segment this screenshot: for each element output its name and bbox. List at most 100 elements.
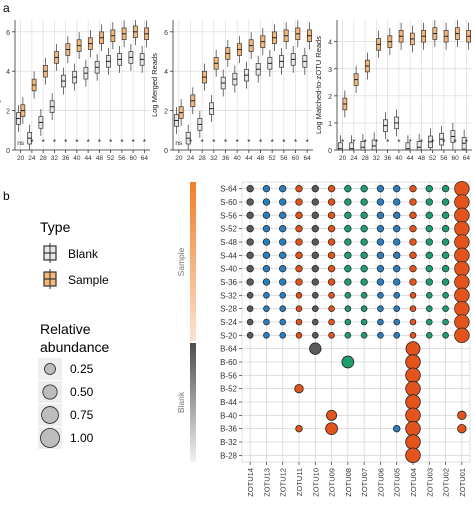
significance-label: *: [120, 138, 123, 147]
plot-area: [173, 20, 313, 150]
sample-dot: [246, 318, 254, 326]
significance-label: *: [201, 138, 204, 147]
sample-dot: [312, 292, 319, 299]
blank-dot: [405, 367, 421, 384]
sample-dot: [360, 278, 368, 286]
sample-dot: [454, 300, 470, 317]
x-tick-label: 52: [107, 155, 115, 162]
x-tick-label: 20: [339, 155, 347, 162]
sample-dot: [393, 211, 401, 220]
sample-dot: [360, 264, 368, 273]
x-tick-label: 60: [452, 155, 460, 162]
sample-dot: [441, 238, 450, 246]
significance-label: *: [294, 138, 297, 147]
sample-dot: [393, 251, 401, 260]
y-axis-label: Log Merged Reads: [150, 53, 159, 117]
significance-label: *: [352, 138, 355, 147]
blank-dot: [405, 380, 421, 397]
sample-dot: [377, 318, 384, 326]
significance-label: *: [212, 138, 215, 147]
significance-label: *: [189, 138, 192, 147]
significance-label: *: [87, 138, 90, 147]
sample-dot: [393, 198, 401, 206]
sample-dot: [262, 211, 271, 220]
blank-dot: [405, 394, 421, 410]
legend-size-label: 0.50: [70, 385, 94, 399]
sample-dot: [295, 278, 303, 286]
significance-label: *: [64, 138, 67, 147]
sample-dot: [279, 318, 286, 326]
sample-dot: [441, 224, 450, 233]
dot-row-label: S-44: [220, 251, 237, 260]
sample-dot: [295, 184, 303, 193]
sample-dot: [344, 224, 352, 233]
sample-dot: [246, 305, 254, 312]
significance-label: ns: [17, 140, 25, 147]
dot-row-label: B-44: [220, 398, 237, 407]
sample-dot: [360, 305, 368, 312]
sample-dot: [279, 211, 287, 220]
sample-dot: [426, 305, 433, 312]
sample-dot: [409, 278, 417, 286]
sample-dot: [262, 238, 271, 246]
sample-dot: [311, 251, 319, 260]
sample-dot: [246, 292, 254, 299]
sample-dot: [393, 292, 400, 299]
blank-dot: [457, 410, 467, 421]
sample-dot: [409, 238, 417, 246]
sample-dot: [279, 332, 286, 339]
sample-dot: [409, 318, 417, 326]
blank-dot: [392, 424, 401, 433]
y-tick-label: 0: [328, 148, 332, 155]
sample-dot: [279, 184, 287, 193]
sample-dot: [246, 211, 254, 220]
sample-dot: [441, 198, 450, 206]
blank-dot: [309, 342, 322, 355]
sample-dot: [426, 332, 433, 339]
significance-label: *: [397, 138, 400, 147]
dot-col-label: ZOTU10: [311, 468, 320, 497]
sample-dot: [409, 264, 417, 273]
sample-dot: [376, 238, 385, 246]
blank-box: [360, 141, 366, 151]
sample-dot: [279, 238, 287, 246]
y-tick-label: 4: [328, 40, 332, 47]
x-tick-label: 56: [280, 155, 288, 162]
sample-dot: [279, 224, 287, 233]
sample-dot: [441, 184, 450, 193]
blank-group-label: Blank: [176, 391, 186, 413]
significance-label: *: [42, 138, 45, 147]
significance-label: *: [143, 138, 146, 147]
significance-label: *: [465, 138, 468, 147]
sample-dot: [344, 198, 352, 206]
dot-row-label: S-28: [220, 305, 237, 314]
significance-label: *: [224, 138, 227, 147]
sample-dot: [262, 198, 271, 206]
x-tick-label: 28: [362, 155, 370, 162]
y-tick-label: 6: [6, 30, 10, 37]
sample-group-label: Sample: [176, 247, 186, 276]
sample-dot: [295, 305, 303, 312]
legend-size-label: 0.25: [70, 362, 94, 376]
legend-size-label: 0.75: [70, 408, 94, 422]
x-tick-label: 64: [463, 155, 471, 162]
blank-dot: [405, 420, 421, 437]
sample-dot: [425, 238, 433, 246]
sample-dot: [360, 292, 368, 299]
sample-dot: [454, 180, 470, 197]
blank-dot: [405, 407, 421, 424]
sample-dot: [246, 184, 254, 193]
significance-label: *: [431, 138, 434, 147]
sample-dot: [295, 332, 303, 339]
dot-col-label: ZOTU02: [442, 468, 451, 497]
sample-dot: [454, 260, 470, 277]
sample-group-bar: [190, 182, 196, 341]
sample-dot: [393, 224, 401, 233]
sample-dot: [454, 274, 470, 290]
significance-label: *: [409, 138, 412, 147]
y-tick-label: 0: [6, 148, 10, 155]
legend-size-circle: [41, 406, 59, 424]
sample-dot: [311, 264, 319, 273]
y-axis-label: Log Matched-to-zOTU Reads: [314, 36, 323, 134]
x-tick-label: 64: [141, 155, 149, 162]
